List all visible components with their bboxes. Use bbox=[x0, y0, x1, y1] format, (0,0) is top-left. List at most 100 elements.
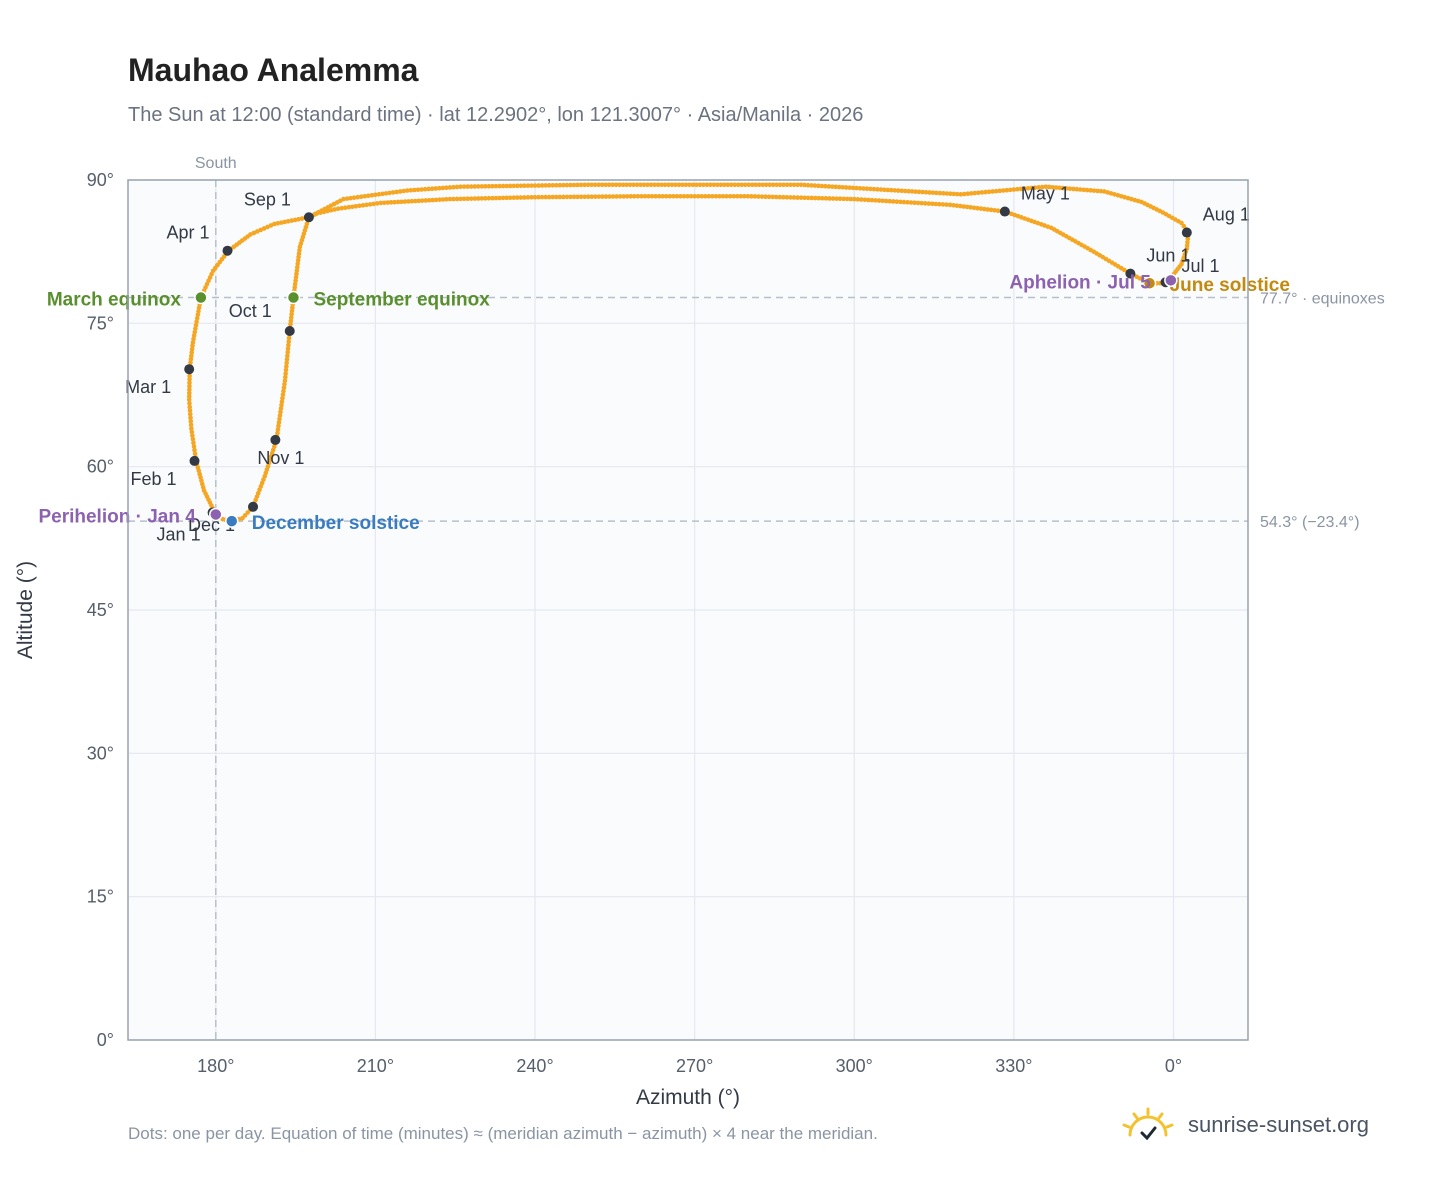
daily-sun-dot bbox=[444, 185, 449, 191]
daily-sun-dot bbox=[284, 364, 289, 369]
daily-sun-dot bbox=[507, 183, 513, 189]
brand-logo[interactable]: sunrise-sunset.org bbox=[1118, 1100, 1369, 1150]
daily-sun-dot bbox=[416, 198, 422, 204]
daily-sun-dot bbox=[667, 193, 673, 199]
daily-sun-dot bbox=[725, 182, 731, 188]
daily-sun-dot bbox=[339, 205, 345, 211]
daily-sun-dot bbox=[518, 183, 524, 189]
daily-sun-dot bbox=[704, 182, 710, 188]
daily-sun-dot bbox=[447, 196, 453, 202]
daily-sun-dot bbox=[731, 193, 736, 199]
daily-sun-dot bbox=[947, 202, 953, 208]
daily-sun-dot bbox=[543, 183, 548, 188]
daily-sun-dot bbox=[191, 440, 196, 446]
daily-sun-dot bbox=[557, 194, 563, 200]
daily-sun-dot bbox=[292, 285, 298, 290]
daily-sun-dot bbox=[240, 515, 245, 521]
daily-sun-dot bbox=[607, 194, 612, 199]
daily-sun-dot bbox=[610, 182, 615, 188]
daily-sun-dot bbox=[592, 182, 598, 188]
daily-sun-dot bbox=[685, 193, 690, 199]
daily-sun-dot bbox=[401, 188, 407, 194]
daily-sun-dot bbox=[388, 200, 394, 205]
daily-sun-dot bbox=[514, 183, 520, 189]
daily-sun-dot bbox=[187, 373, 192, 379]
daily-sun-dot bbox=[511, 195, 517, 200]
daily-sun-dot bbox=[504, 183, 509, 189]
daily-sun-dot bbox=[834, 196, 839, 201]
daily-sun-dot bbox=[461, 196, 467, 202]
daily-sun-dot bbox=[855, 197, 861, 202]
month-marker bbox=[1181, 227, 1192, 238]
y-tick-label: 15° bbox=[87, 887, 114, 907]
daily-sun-dot bbox=[697, 182, 703, 188]
daily-sun-dot bbox=[841, 196, 846, 202]
daily-sun-dot bbox=[451, 196, 456, 202]
daily-sun-dot bbox=[447, 185, 453, 190]
daily-sun-dot bbox=[774, 182, 779, 188]
daily-sun-dot bbox=[603, 194, 609, 199]
daily-sun-dot bbox=[763, 194, 768, 200]
month-label: May 1 bbox=[1021, 184, 1070, 204]
daily-sun-dot bbox=[1067, 186, 1073, 191]
daily-sun-dot bbox=[554, 194, 559, 200]
daily-sun-dot bbox=[763, 182, 769, 188]
daily-sun-dot bbox=[652, 182, 657, 188]
daily-sun-dot bbox=[194, 319, 199, 325]
daily-sun-dot bbox=[861, 186, 866, 191]
daily-sun-dot bbox=[635, 193, 641, 199]
daily-sun-dot bbox=[986, 189, 992, 195]
daily-sun-dot bbox=[969, 191, 974, 196]
daily-sun-dot bbox=[280, 392, 286, 397]
daily-sun-dot bbox=[1179, 220, 1184, 226]
month-label: Jan 1 bbox=[157, 525, 201, 545]
daily-sun-dot bbox=[578, 194, 584, 200]
daily-sun-dot bbox=[546, 194, 552, 200]
daily-sun-dot bbox=[816, 183, 821, 189]
daily-sun-dot bbox=[402, 199, 408, 204]
daily-sun-dot bbox=[286, 342, 291, 348]
daily-sun-dot bbox=[680, 182, 685, 188]
daily-sun-dot bbox=[546, 183, 552, 188]
daily-sun-dot bbox=[189, 346, 195, 352]
month-label: Sep 1 bbox=[244, 189, 291, 209]
daily-sun-dot bbox=[802, 195, 807, 201]
daily-sun-dot bbox=[1064, 186, 1069, 191]
daily-sun-dot bbox=[568, 194, 573, 200]
daily-sun-dot bbox=[937, 190, 943, 196]
daily-sun-dot bbox=[1025, 185, 1031, 191]
daily-sun-dot bbox=[571, 194, 577, 200]
month-label: Aug 1 bbox=[1203, 205, 1250, 225]
daily-sun-dot bbox=[795, 182, 800, 188]
daily-sun-dot bbox=[823, 196, 829, 201]
daily-sun-dot bbox=[328, 207, 334, 213]
daily-sun-dot bbox=[909, 189, 915, 194]
daily-sun-dot bbox=[493, 183, 499, 189]
daily-sun-dot bbox=[348, 195, 353, 201]
daily-sun-dot bbox=[606, 182, 612, 188]
daily-sun-dot bbox=[325, 208, 330, 214]
daily-sun-dot bbox=[1032, 185, 1038, 190]
daily-sun-dot bbox=[568, 182, 573, 188]
daily-sun-dot bbox=[195, 312, 201, 318]
daily-sun-dot bbox=[820, 195, 825, 201]
daily-sun-dot bbox=[475, 184, 481, 189]
daily-sun-dot bbox=[280, 395, 285, 401]
y-tick-label: 75° bbox=[87, 313, 114, 333]
daily-sun-dot bbox=[890, 199, 896, 204]
daily-sun-dot bbox=[483, 184, 488, 189]
daily-sun-dot bbox=[995, 208, 1001, 213]
daily-sun-dot bbox=[194, 315, 200, 321]
chart-title: Mauhao Analemma bbox=[128, 52, 419, 88]
daily-sun-dot bbox=[735, 182, 741, 188]
daily-sun-dot bbox=[1004, 187, 1010, 193]
daily-sun-dot bbox=[669, 182, 675, 188]
daily-sun-dot bbox=[504, 195, 509, 201]
daily-sun-dot bbox=[355, 194, 360, 200]
daily-sun-dot bbox=[362, 193, 368, 199]
sun-logo-icon bbox=[1122, 1107, 1174, 1141]
daily-sun-dot bbox=[713, 193, 719, 199]
key-point-markers: March equinox September equinox June solst… bbox=[38, 272, 1289, 534]
daily-sun-dot bbox=[749, 182, 755, 188]
daily-sun-dot bbox=[975, 205, 980, 211]
